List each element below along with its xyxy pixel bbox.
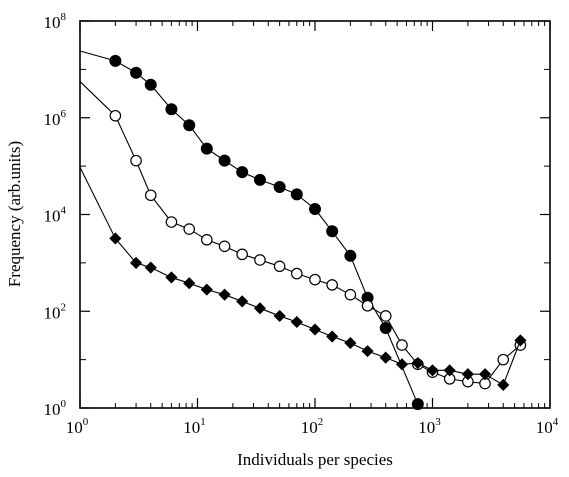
data-point-filled-circle <box>236 166 249 179</box>
data-point-filled-circle <box>290 188 303 201</box>
series-line-2 <box>79 81 521 385</box>
data-point-filled-circle <box>273 181 286 194</box>
data-point-filled-circle <box>411 398 424 411</box>
data-point-filled-circle <box>165 103 178 116</box>
y-tick-label: 100 <box>44 398 67 419</box>
data-point-diamond <box>326 330 339 343</box>
series-layer <box>79 50 527 411</box>
data-point-open-circle <box>144 189 157 202</box>
data-point-diamond <box>426 364 439 377</box>
data-point-diamond <box>144 261 157 274</box>
x-axis-title: Individuals per species <box>237 450 393 469</box>
data-point-diamond <box>344 336 357 350</box>
x-tick-label: 101 <box>183 416 206 437</box>
data-point-diamond <box>218 288 231 301</box>
y-axis-title: Frequency (arb.units) <box>5 141 24 287</box>
data-point-open-circle <box>254 254 266 266</box>
data-point-open-circle <box>273 260 286 273</box>
data-point-diamond <box>129 256 143 269</box>
data-point-filled-circle <box>218 154 231 167</box>
y-tick-label: 102 <box>44 301 67 322</box>
data-point-open-circle <box>309 273 321 286</box>
data-point-filled-circle <box>326 225 339 238</box>
x-tick-label: 103 <box>418 416 441 437</box>
data-point-diamond <box>290 315 303 329</box>
data-point-open-circle <box>218 240 231 253</box>
data-point-diamond <box>497 378 510 391</box>
data-point-open-circle <box>109 109 122 122</box>
data-point-filled-circle <box>344 249 357 262</box>
data-point-open-circle <box>236 248 248 261</box>
data-point-diamond <box>461 368 474 381</box>
data-point-filled-circle <box>183 119 196 132</box>
data-point-diamond <box>478 368 492 381</box>
data-point-diamond <box>109 232 122 245</box>
data-point-open-circle <box>165 216 178 228</box>
data-point-diamond <box>361 345 374 358</box>
data-point-open-circle <box>497 353 510 366</box>
data-point-diamond <box>395 358 409 371</box>
data-point-filled-circle <box>379 322 392 335</box>
x-tick-label: 100 <box>66 416 89 437</box>
data-point-diamond <box>443 364 456 377</box>
data-point-open-circle <box>290 267 303 280</box>
y-tick-label: 106 <box>44 108 67 129</box>
data-point-diamond <box>165 271 178 284</box>
data-point-filled-circle <box>200 142 213 155</box>
data-point-open-circle <box>201 233 213 246</box>
data-point-open-circle <box>183 223 196 235</box>
data-point-open-circle <box>396 339 408 351</box>
data-point-filled-circle <box>253 173 266 186</box>
y-tick-label: 108 <box>44 11 67 32</box>
data-point-open-circle <box>130 154 142 167</box>
data-point-diamond <box>514 334 527 347</box>
data-point-filled-circle <box>109 54 122 67</box>
data-point-open-circle <box>326 279 338 291</box>
data-point-diamond <box>273 309 286 323</box>
data-point-diamond <box>236 295 249 308</box>
x-tick-label: 102 <box>301 416 324 437</box>
x-tick-label: 104 <box>536 416 559 437</box>
plot-frame <box>79 20 551 409</box>
data-point-diamond <box>411 356 424 370</box>
data-point-open-circle <box>361 299 374 312</box>
data-point-diamond <box>200 283 213 296</box>
data-point-diamond <box>379 351 392 364</box>
data-point-open-circle <box>344 288 357 301</box>
data-point-diamond <box>183 277 196 290</box>
data-point-diamond <box>253 302 267 315</box>
data-point-diamond <box>308 323 322 336</box>
data-point-filled-circle <box>130 66 143 79</box>
data-point-filled-circle <box>144 78 157 91</box>
y-tick-label: 104 <box>44 205 67 226</box>
data-point-open-circle <box>379 310 392 322</box>
data-point-filled-circle <box>309 202 321 215</box>
